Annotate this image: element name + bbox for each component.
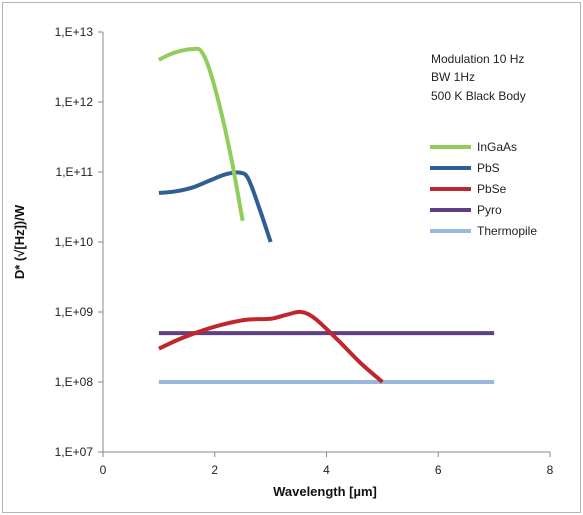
y-tick-label: 1,E+13 [55,25,94,39]
legend: InGaAs PbS PbSe Pyro Thermopile [430,140,537,238]
series-line-pbs [158,170,273,243]
y-tick-label: 1,E+10 [55,235,94,249]
x-axis-title: Wavelength [µm] [273,484,377,499]
series-layer [157,46,495,384]
y-tick-label: 1,E+07 [55,445,94,459]
annotation-bandwidth: BW 1Hz [431,70,475,84]
x-axis-ticks: 0 2 4 6 8 [100,452,554,477]
x-tick-label: 2 [211,463,218,477]
series-line-pbse [158,309,384,384]
legend-label-ingaas: InGaAs [477,140,517,154]
x-tick-label: 0 [100,463,107,477]
y-tick-label: 1,E+08 [55,375,94,389]
y-axis-title: D* (√[Hz])/W [12,204,27,279]
legend-label-thermopile: Thermopile [477,224,537,238]
y-tick-label: 1,E+09 [55,305,94,319]
y-axis-ticks: 1,E+07 1,E+08 1,E+09 1,E+10 1,E+11 1,E+12 1,E+… [55,25,103,459]
legend-label-pbs: PbS [477,161,500,175]
legend-label-pyro: Pyro [477,203,502,217]
x-tick-label: 8 [547,463,554,477]
x-tick-label: 4 [323,463,330,477]
series-line-ingaas [157,46,245,222]
legend-label-pbse: PbSe [477,182,507,196]
annotation-blackbody: 500 K Black Body [431,89,526,103]
annotation-modulation: Modulation 10 Hz [431,52,524,66]
y-tick-label: 1,E+11 [56,165,94,179]
x-tick-label: 6 [435,463,442,477]
y-tick-label: 1,E+12 [55,95,94,109]
